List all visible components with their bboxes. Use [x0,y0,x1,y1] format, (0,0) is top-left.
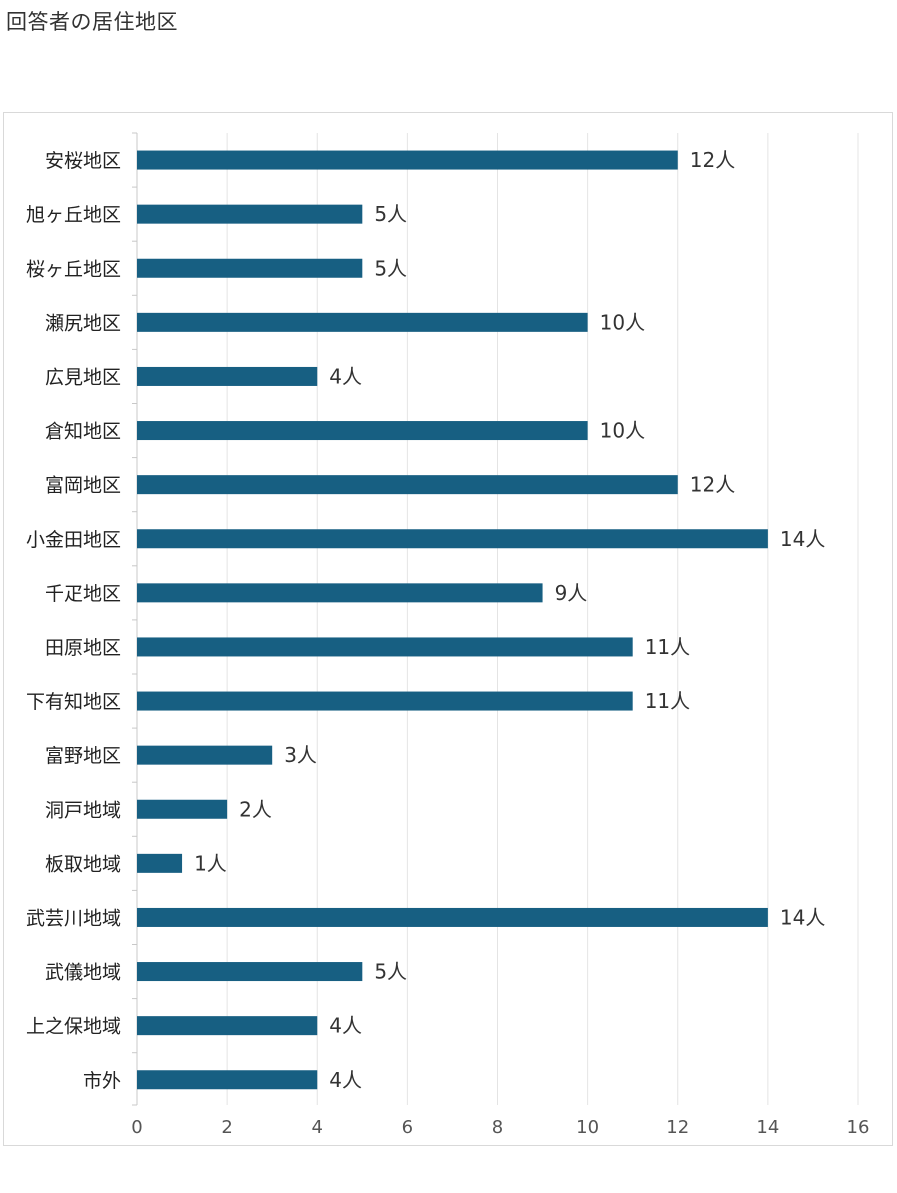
category-label: 富岡地区 [45,475,121,497]
bar [137,421,588,441]
bar [137,150,678,170]
x-tick-label: 10 [576,1117,599,1138]
bar [137,745,273,765]
bars [137,150,768,1090]
bar [137,799,228,819]
bar [137,366,318,386]
data-label: 4人 [329,1014,362,1038]
category-label: 瀬尻地区 [45,312,121,334]
x-tick-label: 8 [492,1117,503,1138]
bar [137,312,588,332]
data-label: 5人 [374,256,407,280]
category-label: 武儀地域 [45,962,121,984]
data-label: 10人 [600,310,645,334]
data-label: 1人 [194,851,227,875]
data-label: 4人 [329,364,362,388]
bar [137,475,678,495]
category-label: 桜ヶ丘地区 [26,258,121,280]
x-tick-label: 0 [131,1117,142,1138]
category-label: 市外 [83,1070,121,1092]
data-label: 14人 [780,527,825,551]
data-label: 11人 [645,635,690,659]
axes [132,132,138,1106]
x-tick-label: 4 [312,1117,323,1138]
category-label: 田原地区 [45,637,121,659]
data-label: 5人 [374,202,407,226]
bar [137,583,543,603]
bar [137,1016,318,1036]
bar [137,529,768,549]
data-label: 5人 [374,960,407,984]
data-label: 2人 [239,797,272,821]
x-tick-label: 16 [847,1117,870,1138]
bar [137,691,633,711]
category-label: 小金田地区 [26,529,121,551]
bar [137,204,363,224]
category-label: 上之保地域 [26,1016,121,1038]
data-label: 10人 [600,419,645,443]
x-tick-label: 14 [756,1117,779,1138]
data-label: 12人 [690,148,735,172]
x-tick-label: 2 [221,1117,232,1138]
bar [137,1070,318,1090]
category-label: 洞戸地域 [45,799,121,821]
data-label: 9人 [555,581,588,605]
category-label: 旭ヶ丘地区 [26,204,121,226]
bar [137,962,363,982]
category-label: 武芸川地域 [26,907,121,929]
category-label: 富野地区 [45,745,121,767]
bar [137,258,363,278]
data-label: 4人 [329,1068,362,1092]
category-label: 安桜地区 [45,150,121,172]
data-label: 3人 [284,743,317,767]
x-tick-label: 6 [402,1117,413,1138]
category-label: 下有知地区 [26,691,121,713]
data-label: 12人 [690,473,735,497]
grid-lines [226,133,859,1105]
bar [137,637,633,657]
category-label: 板取地域 [45,853,121,875]
bar [137,853,183,873]
category-label: 倉知地区 [45,421,121,443]
category-label: 千疋地区 [45,583,121,605]
category-label: 広見地区 [45,366,121,388]
data-label: 14人 [780,905,825,929]
bar [137,907,768,927]
x-tick-label: 12 [666,1117,689,1138]
chart-heading: 回答者の居住地区 [6,10,178,34]
data-label: 11人 [645,689,690,713]
